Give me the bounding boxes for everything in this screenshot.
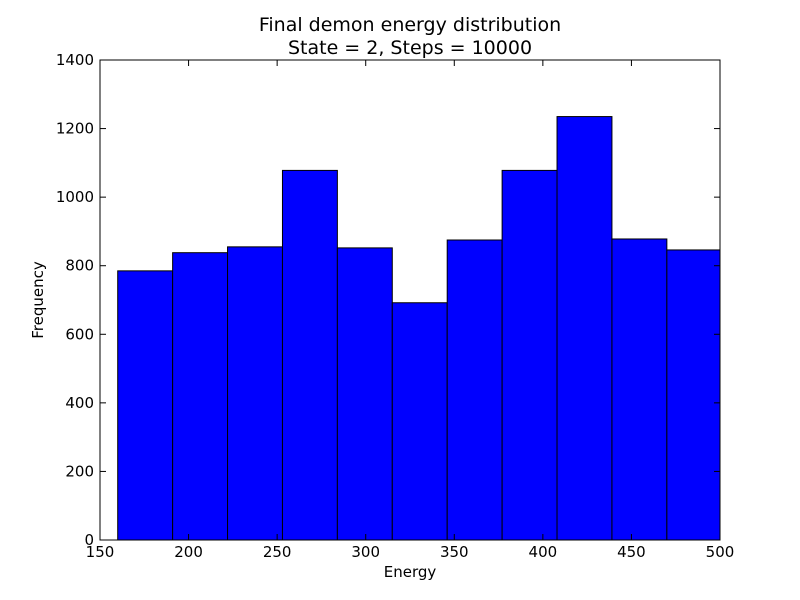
x-tick-label-5: 400: [529, 543, 558, 561]
histogram-bar-2: [227, 246, 283, 541]
histogram-bar-1: [172, 252, 229, 541]
x-axis-label: Energy: [384, 563, 437, 581]
x-tick-label-3: 300: [351, 543, 380, 561]
y-tick-label-2: 400: [65, 394, 94, 412]
histogram-bar-6: [446, 239, 503, 541]
y-axis-label: Frequency: [29, 261, 47, 339]
histogram-bar-0: [117, 270, 174, 541]
chart-title: Final demon energy distribution: [259, 14, 561, 36]
y-tick-label-1: 200: [65, 462, 94, 480]
histogram-bar-9: [611, 238, 668, 541]
plot-frame: [99, 59, 721, 541]
bars-group: [117, 116, 721, 541]
x-tick-label-1: 200: [174, 543, 203, 561]
y-tick-label-6: 1200: [56, 120, 94, 138]
x-tick-label-6: 450: [617, 543, 646, 561]
x-tick-label-0: 150: [86, 543, 115, 561]
histogram-bar-5: [391, 302, 448, 541]
chart-subtitle: State = 2, Steps = 10000: [288, 37, 532, 59]
histogram-bar-7: [501, 169, 558, 541]
x-tick-label-4: 350: [440, 543, 469, 561]
y-tick-label-3: 600: [65, 325, 94, 343]
y-tick-label-0: 0: [84, 531, 94, 549]
histogram-bar-10: [666, 249, 721, 541]
histogram-bar-4: [336, 247, 393, 541]
y-tick-label-5: 1000: [56, 188, 94, 206]
x-tick-label-2: 250: [263, 543, 292, 561]
histogram-bar-3: [281, 169, 338, 541]
x-tick-label-7: 500: [706, 543, 735, 561]
histogram-bar-8: [556, 116, 613, 541]
ticks-group: 150 200 250 300 350 400 450 500 0 200 400 600 800 100…: [56, 51, 735, 561]
y-tick-label-4: 800: [65, 257, 94, 275]
y-tick-label-7: 1400: [56, 51, 94, 69]
